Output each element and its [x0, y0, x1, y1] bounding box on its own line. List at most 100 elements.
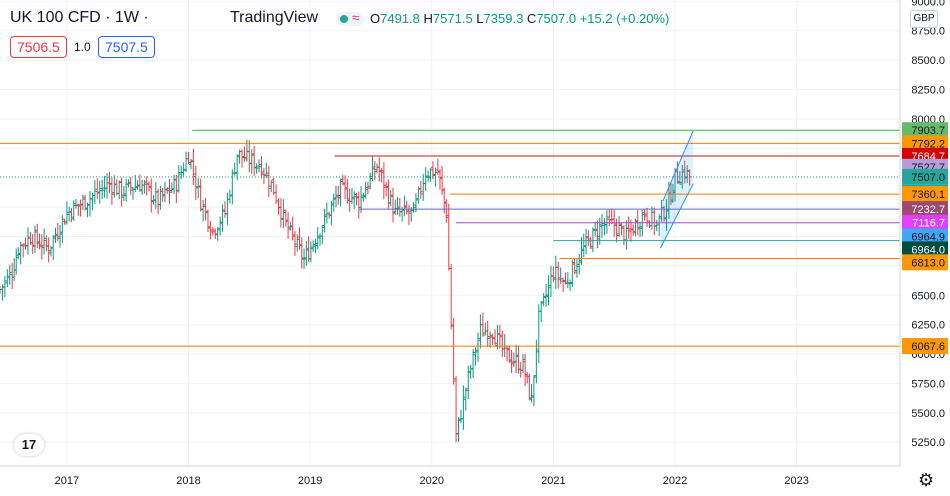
ohlc-bar: [112, 175, 117, 198]
ohlc-bar: [67, 206, 72, 222]
ohlc-bar: [308, 241, 313, 263]
ohlc-bar: [654, 220, 659, 232]
price-tag-label: 7232.7: [911, 204, 945, 216]
ohlc-bar: [153, 181, 158, 210]
ohlc-bar: [53, 227, 58, 243]
ohlc-bar: [565, 272, 570, 289]
market-status-badge[interactable]: ≈: [336, 10, 364, 26]
ohlc-bar: [281, 199, 286, 229]
ohlc-bar: [230, 169, 235, 205]
ohlc-bar: [146, 181, 151, 192]
ohlc-bar: [468, 364, 473, 379]
ohlc-bar: [548, 265, 553, 298]
ohlc-bar: [5, 269, 10, 288]
price-tag: 6067.6: [902, 338, 948, 355]
price-tag-label: 7903.7: [911, 125, 945, 137]
ohlc-bar: [235, 154, 240, 180]
ohlc-bar: [220, 204, 225, 232]
ohlc-bar: [577, 253, 582, 275]
ohlc-bar: [534, 339, 539, 384]
ohlc-bar: [196, 178, 201, 199]
y-tick-label: 8750.0: [911, 26, 945, 38]
ohlc-bar: [313, 239, 318, 254]
price-tag-label: 7360.1: [911, 189, 945, 201]
ohlc-bar: [25, 227, 30, 255]
ohlc-bar: [205, 209, 210, 233]
ohlc-bar: [261, 167, 266, 185]
price-tag: 7903.7: [902, 122, 948, 139]
ohlc-bar: [269, 180, 274, 193]
ohlc-bar: [458, 409, 463, 424]
symbol-title[interactable]: UK 100 CFD · 1W ·: [10, 9, 149, 26]
tradingview-logo-icon[interactable]: 17: [14, 434, 44, 456]
ohlc-bar: [97, 180, 102, 204]
y-tick-label: 6250.0: [911, 320, 945, 332]
ohlc-bar: [363, 181, 368, 199]
ohlc-bar: [80, 194, 85, 210]
ohlc-bar: [210, 227, 215, 236]
settings-gear-icon[interactable]: ⚙: [918, 470, 935, 490]
ohlc-bar: [208, 220, 213, 240]
time-axis: [0, 466, 900, 496]
ohlc-bar: [315, 227, 320, 250]
ohlc-bar: [264, 162, 269, 179]
ohlc-bar: [444, 199, 449, 223]
ohlc-bar: [631, 224, 636, 236]
ohlc-bar: [10, 262, 15, 290]
x-tick-label: 2019: [298, 475, 322, 487]
ohlc-bar: [404, 200, 409, 215]
ohlc-bar: [151, 195, 156, 205]
buy-price-button[interactable]: 7507.5: [98, 36, 155, 58]
ohlc-bar: [593, 222, 598, 237]
ohlc-bar: [322, 208, 327, 233]
ohlc-bar: [35, 223, 40, 249]
price-tag: 6964.0: [902, 241, 948, 258]
ohlc-bar: [475, 332, 480, 363]
ohlc-bar: [318, 233, 323, 246]
price-tag: 6813.0: [902, 254, 948, 271]
sell-price-button[interactable]: 7506.5: [10, 36, 67, 58]
ohlc-bar: [311, 240, 316, 252]
channel-fill: [660, 130, 694, 249]
y-tick-label: 5250.0: [911, 437, 945, 449]
x-tick-label: 2021: [541, 475, 565, 487]
ohlc-bar: [626, 216, 631, 239]
ohlc-bar: [381, 162, 386, 200]
ohlc-bar: [480, 312, 485, 337]
spread-value: 1.0: [74, 40, 91, 54]
y-tick-label: 5500.0: [911, 408, 945, 420]
ohlc-bar: [600, 214, 605, 238]
ohlc-bar: [88, 191, 92, 217]
ohlc-bar: [169, 182, 174, 194]
ohlc-bar: [0, 284, 5, 301]
ohlc-bar: [290, 216, 295, 241]
price-tag-label: 6067.6: [911, 341, 945, 353]
ohlc-bar: [685, 165, 690, 183]
x-tick-label: 2022: [663, 475, 687, 487]
ohlc-bar: [188, 158, 193, 170]
currency-selector[interactable]: GBP: [910, 10, 938, 28]
ohlc-bar: [500, 330, 505, 357]
y-tick-label: 8500.0: [911, 55, 945, 67]
ohlc-bar: [461, 385, 466, 430]
ohlc-bar: [368, 172, 373, 190]
ohlc-bar: [23, 237, 28, 250]
ohlc-bar: [242, 146, 247, 162]
ohlc-bar: [556, 261, 561, 289]
ohlc-bar: [44, 235, 49, 252]
ohlc-bar: [531, 375, 536, 407]
ohlc-bar: [160, 187, 165, 202]
ohlc-bar: [107, 171, 112, 193]
ohlc-bar: [386, 179, 391, 209]
channel-upper-line: [662, 130, 694, 202]
ohlc-bar: [215, 227, 220, 241]
ohlc-bar: [471, 349, 476, 379]
x-tick-labels: 2017 2018 2019 2020 2021 2022 2023: [55, 475, 809, 487]
ohlc-bar: [14, 248, 19, 275]
ohlc-bar: [39, 234, 44, 260]
chart-header: UK 100 CFD · 1W · TradingView ≈ O7491.8 …: [0, 0, 900, 34]
ohlc-bar: [16, 247, 21, 260]
ohlc-bar: [254, 163, 259, 174]
ohlc-bar: [428, 167, 433, 182]
